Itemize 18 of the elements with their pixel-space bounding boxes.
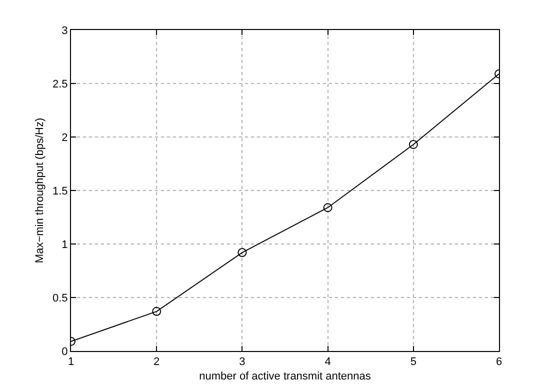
- point: [238, 248, 247, 258]
- x-axis-title: number of active transmit antennas: [199, 370, 372, 382]
- y-tick-label: 1.5: [52, 185, 68, 198]
- x-tick-label: 6: [496, 356, 502, 368]
- x-tick-label: 5: [410, 356, 416, 368]
- point: [323, 203, 332, 212]
- y-tick-label: 3: [62, 24, 68, 37]
- x-tick-label: 4: [324, 356, 331, 368]
- x-tick-label: 2: [154, 356, 160, 368]
- x-tick-label: 3: [239, 356, 246, 368]
- y-tick-label: 2.5: [52, 78, 68, 90]
- y-tick-label: 2: [62, 132, 68, 144]
- point: [152, 306, 162, 316]
- y-tick-label: 1: [62, 238, 68, 251]
- y-tick-label: 0: [62, 346, 68, 358]
- y-tick-label: 0.5: [52, 292, 68, 304]
- y-axis-title: Max−min throughput (bps/Hz): [34, 118, 46, 264]
- point: [408, 140, 418, 149]
